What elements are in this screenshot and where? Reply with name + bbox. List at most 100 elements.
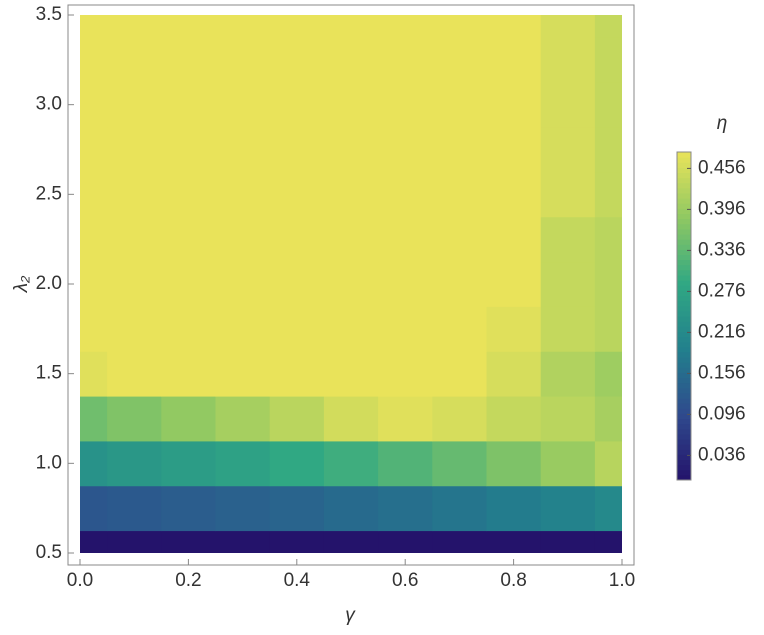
- colorbar-swatch: [677, 213, 691, 220]
- colorbar-swatch: [677, 198, 691, 204]
- contour-cell: [107, 15, 162, 38]
- contour-cell: [269, 440, 325, 487]
- y-tick-label: 1.0: [36, 452, 62, 473]
- contour-cell: [161, 171, 216, 218]
- contour-cell: [594, 396, 622, 442]
- contour-cell: [215, 485, 271, 532]
- contour-cell: [269, 171, 325, 218]
- colorbar-tick-label: 0.036: [698, 444, 746, 465]
- colorbar-swatch: [677, 259, 691, 266]
- contour-cell: [378, 530, 433, 553]
- contour-cell: [540, 485, 596, 532]
- y-tick-label: 1.5: [36, 363, 62, 384]
- colorbar-swatch: [677, 187, 691, 194]
- contour-cell: [323, 82, 379, 128]
- contour-cell: [486, 261, 542, 307]
- contour-cell: [432, 306, 487, 352]
- contour-cell: [161, 530, 216, 553]
- colorbar-swatch: [677, 162, 691, 168]
- contour-cell: [80, 440, 108, 487]
- contour-cell: [80, 82, 108, 128]
- colorbar-swatch: [677, 264, 691, 271]
- colorbar-tick-label: 0.096: [698, 403, 746, 424]
- contour-cell: [540, 396, 596, 442]
- y-tick-label: 0.5: [36, 542, 62, 563]
- colorbar-swatch: [677, 208, 691, 214]
- contour-cell: [107, 396, 162, 442]
- contour-cell: [594, 440, 622, 487]
- contour-cell: [323, 216, 379, 263]
- contour-cell: [432, 82, 487, 128]
- contour-cell: [594, 351, 622, 397]
- contour-cell: [486, 82, 542, 128]
- contour-cell: [161, 440, 216, 487]
- colorbar-swatch: [677, 449, 691, 455]
- contour-cell: [215, 306, 271, 352]
- contour-cell: [215, 171, 271, 218]
- contour-cell: [486, 306, 542, 352]
- contour-cell: [107, 485, 162, 532]
- contour-cell: [378, 306, 433, 352]
- contour-cell: [161, 485, 216, 532]
- contour-cell: [486, 37, 542, 83]
- colorbar-swatch: [677, 377, 691, 384]
- contour-cell: [80, 485, 108, 532]
- contour-cell: [269, 82, 325, 128]
- contour-cell: [594, 216, 622, 263]
- contour-cell: [80, 216, 108, 263]
- contour-cell: [161, 15, 216, 38]
- contour-cell: [540, 440, 596, 487]
- contour-cell: [540, 127, 596, 173]
- colorbar-swatch: [677, 382, 691, 389]
- contour-cell: [161, 261, 216, 307]
- contour-cell: [215, 37, 271, 83]
- contour-cell: [323, 351, 379, 397]
- contour-cell: [215, 261, 271, 307]
- colorbar-swatch: [677, 193, 691, 199]
- y-axis-label: λ₂: [11, 275, 32, 293]
- contour-cell: [269, 261, 325, 307]
- contour-cell: [540, 530, 596, 553]
- contour-cell: [215, 396, 271, 442]
- contour-cell: [486, 485, 542, 532]
- contour-cell: [107, 171, 162, 218]
- contour-cell: [323, 171, 379, 218]
- y-tick-label: 3.0: [36, 94, 62, 115]
- contour-cell: [269, 216, 325, 263]
- colorbar-swatch: [677, 280, 691, 286]
- colorbar-swatch: [677, 418, 691, 425]
- contour-cell: [594, 261, 622, 307]
- contour-cell: [594, 171, 622, 218]
- contour-cell: [432, 530, 487, 553]
- colorbar-swatch: [677, 290, 691, 296]
- contour-cell: [323, 127, 379, 173]
- contour-cell: [80, 261, 108, 307]
- contour-cell: [323, 485, 379, 532]
- contour-cell: [486, 15, 542, 38]
- colorbar-swatch: [677, 234, 691, 240]
- contour-cell: [540, 82, 596, 128]
- contour-cell: [107, 82, 162, 128]
- colorbar-tick-label: 0.456: [698, 157, 746, 178]
- x-tick-label: 0.0: [67, 570, 93, 591]
- contour-cell: [378, 15, 433, 38]
- colorbar-swatch: [677, 326, 691, 332]
- contour-cell: [215, 530, 271, 553]
- colorbar-swatch: [677, 295, 691, 302]
- contour-cell: [378, 396, 433, 442]
- colorbar-swatch: [677, 305, 691, 312]
- contour-cell: [80, 530, 108, 553]
- colorbar-swatch: [677, 428, 691, 435]
- colorbar-tick-label: 0.336: [698, 239, 746, 260]
- contour-cell: [215, 216, 271, 263]
- contour-cell: [486, 351, 542, 397]
- colorbar-swatch: [677, 203, 691, 209]
- contour-cell: [215, 351, 271, 397]
- colorbar-swatch: [677, 239, 691, 245]
- colorbar-swatch: [677, 392, 691, 399]
- contour-cell: [107, 530, 162, 553]
- colorbar-swatch: [677, 372, 691, 378]
- contour-cell: [432, 127, 487, 173]
- contour-cell: [161, 127, 216, 173]
- colorbar-swatch: [677, 423, 691, 430]
